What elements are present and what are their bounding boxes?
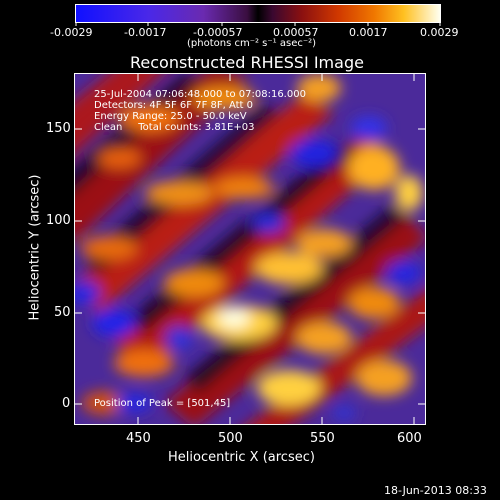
x-tick-600: 600 — [397, 431, 422, 446]
overlay-time-range: 25-Jul-2004 07:06:48.000 to 07:08:16.000 — [94, 89, 306, 100]
y-tick-150: 150 — [46, 121, 71, 136]
rhessi-image — [74, 73, 426, 425]
y-tick-50: 50 — [54, 305, 71, 320]
colorbar-ticks — [75, 22, 441, 26]
overlay-energy: Energy Range: 25.0 - 50.0 keV — [94, 111, 247, 122]
x-tick-450: 450 — [126, 431, 151, 446]
colorbar-tick-3: 0.00057 — [273, 26, 319, 39]
colorbar-tick-1: -0.0017 — [124, 26, 167, 39]
x-tick-500: 500 — [218, 431, 243, 446]
overlay-peak: Position of Peak = [501,45] — [94, 398, 231, 409]
colorbar-units: (photons cm⁻² s⁻¹ asec⁻²) — [187, 38, 317, 49]
y-tick-100: 100 — [46, 213, 71, 228]
colorbar-tick-2: -0.00057 — [193, 26, 243, 39]
colorbar-tick-4: 0.0017 — [349, 26, 388, 39]
x-axis-label: Heliocentric X (arcsec) — [168, 450, 315, 465]
overlay-detectors: Detectors: 4F 5F 6F 7F 8F, Att 0 — [94, 100, 254, 111]
colorbar-tick-5: 0.0029 — [420, 26, 459, 39]
footer-timestamp: 18-Jun-2013 08:33 — [384, 484, 487, 497]
colorbar-tick-0: -0.0029 — [50, 26, 93, 39]
x-tick-550: 550 — [310, 431, 335, 446]
y-axis-label: Heliocentric Y (arcsec) — [27, 174, 43, 321]
overlay-method: Clean Total counts: 3.81E+03 — [94, 122, 255, 133]
y-tick-0: 0 — [62, 396, 71, 411]
colorbar — [75, 4, 441, 23]
plot-title: Reconstructed RHESSI Image — [130, 53, 364, 72]
